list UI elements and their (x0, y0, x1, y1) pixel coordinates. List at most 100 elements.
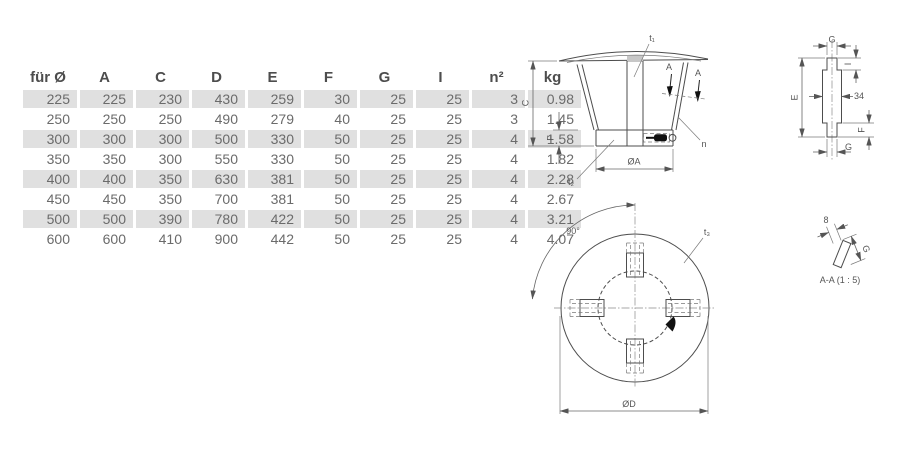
clamp-detail (643, 133, 677, 143)
dim-label-i: I (843, 63, 853, 66)
cell: 300 (23, 130, 77, 148)
cell: 4 (472, 230, 525, 248)
cell: 50 (304, 190, 357, 208)
cell: 350 (136, 190, 189, 208)
profile-view: G I E 34 F G (790, 35, 874, 160)
cell: 25 (360, 150, 413, 168)
cell: 390 (136, 210, 189, 228)
cell: 225 (23, 90, 77, 108)
cell: 50 (304, 130, 357, 148)
cell: 630 (192, 170, 245, 188)
cell: 300 (80, 130, 133, 148)
cell: 2.28 (528, 170, 581, 188)
cell: 4 (472, 170, 525, 188)
cell: 1.82 (528, 150, 581, 168)
cell: 259 (248, 90, 301, 108)
cell: 250 (80, 110, 133, 128)
cell: 300 (136, 130, 189, 148)
dim-label-c: C (521, 99, 531, 106)
cell: 1.58 (528, 130, 581, 148)
dim-label-od: ØD (622, 399, 636, 409)
dim-label-g-detail: G (860, 244, 872, 254)
cell: 25 (416, 90, 469, 108)
table-row: 225 225 230 430 259 30 25 25 3 0.98 (23, 90, 581, 108)
label-t1: t₁ (649, 33, 655, 43)
cell: 490 (192, 110, 245, 128)
cell: 410 (136, 230, 189, 248)
cell: 600 (23, 230, 77, 248)
cell: 500 (80, 210, 133, 228)
table-row: 350 350 300 550 330 50 25 25 4 1.82 (23, 150, 581, 168)
cell: 25 (360, 130, 413, 148)
cell: 25 (360, 210, 413, 228)
cell: 450 (23, 190, 77, 208)
dim-label-f-profile: F (857, 127, 867, 133)
cell: 0.98 (528, 90, 581, 108)
cell: 25 (416, 170, 469, 188)
cell: 500 (23, 210, 77, 228)
cell: 600 (80, 230, 133, 248)
header-cell-c: C (155, 69, 166, 86)
cell: 1.45 (528, 110, 581, 128)
cell: 350 (23, 150, 77, 168)
header-cell-n2: n² (489, 69, 504, 86)
label-t3: t₃ (704, 227, 711, 237)
cell: 400 (23, 170, 77, 188)
section-arrows: A A (661, 62, 706, 102)
cell: 330 (248, 130, 301, 148)
cell: 4 (472, 210, 525, 228)
cell: 25 (416, 190, 469, 208)
cell: 4 (472, 150, 525, 168)
cell: 25 (416, 210, 469, 228)
cell: 25 (360, 90, 413, 108)
cell: 700 (192, 190, 245, 208)
cell: 230 (136, 90, 189, 108)
dim-label-8: 8 (823, 215, 828, 225)
detail-caption: A-A (1 : 5) (820, 275, 861, 285)
cell: 3 (472, 90, 525, 108)
table-row: 300 300 300 500 330 50 25 25 4 1.58 (23, 130, 581, 148)
header-cell-kg: kg (543, 69, 562, 86)
header-cell-a: A (99, 69, 110, 86)
cell: 430 (192, 90, 245, 108)
cell: 350 (80, 150, 133, 168)
dim-label-e: E (790, 94, 800, 100)
cell: 900 (192, 230, 245, 248)
cell: 25 (416, 130, 469, 148)
cell: 330 (248, 150, 301, 168)
dim-label-oa: ØA (627, 157, 640, 167)
section-detail-view: 8 G A-A (1 : 5) (817, 215, 872, 285)
angle-label: 90° (566, 226, 580, 236)
header-cell-g: G (378, 69, 391, 86)
cell: 250 (23, 110, 77, 128)
cell: 50 (304, 230, 357, 248)
cell: 300 (136, 150, 189, 168)
table-row: 400 400 350 630 381 50 25 25 4 2.28 (23, 170, 581, 188)
cell: 500 (192, 130, 245, 148)
clamp-mark (665, 316, 676, 332)
cell: 400 (80, 170, 133, 188)
dim-label-34: 34 (854, 91, 864, 101)
header-cell-f: F (323, 69, 334, 86)
cell: 450 (80, 190, 133, 208)
elevation-view: C F ØA t₁ t₂ A A n (521, 33, 709, 187)
cell: 25 (360, 190, 413, 208)
cell: 50 (304, 210, 357, 228)
cell: 40 (304, 110, 357, 128)
header-cell-i: I (438, 69, 443, 86)
table-row: 500 500 390 780 422 50 25 25 4 3.21 (23, 210, 581, 228)
section-label-a-left: A (666, 62, 672, 72)
cell: 780 (192, 210, 245, 228)
cell: 50 (304, 170, 357, 188)
dim-label-g-bottom: G (845, 142, 852, 152)
cell: 4 (472, 190, 525, 208)
table-row: 250 250 250 490 279 40 25 25 3 1.45 (23, 110, 581, 128)
cell: 442 (248, 230, 301, 248)
cell: 279 (248, 110, 301, 128)
label-n: n (701, 139, 706, 149)
cell: 25 (360, 230, 413, 248)
cell: 381 (248, 190, 301, 208)
cell: 25 (416, 230, 469, 248)
cell: 381 (248, 170, 301, 188)
